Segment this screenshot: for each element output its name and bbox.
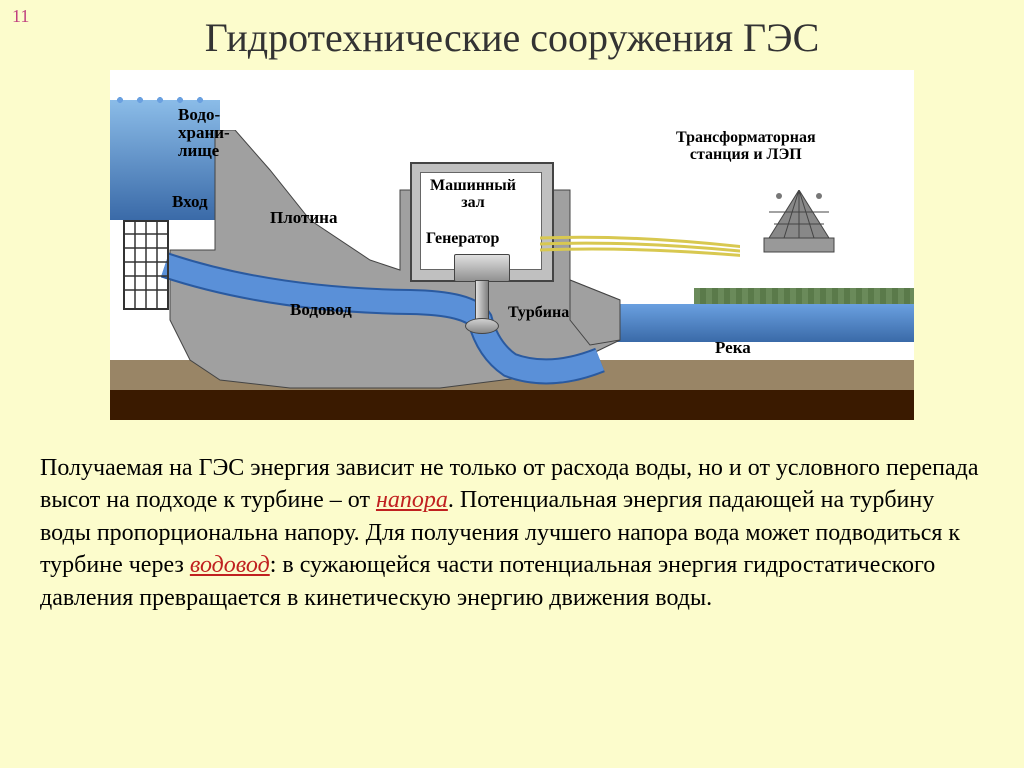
para-sent1c: .: [448, 487, 454, 513]
label-substation: Трансформаторная станция и ЛЭП: [676, 130, 816, 164]
generator: [454, 254, 510, 282]
label-inlet: Вход: [172, 192, 208, 212]
term-napor: напора: [376, 487, 448, 513]
label-turbine: Турбина: [508, 304, 569, 322]
power-cables: [540, 232, 740, 262]
label-machine-hall: Машинный зал: [430, 178, 516, 212]
page-title: Гидротехнические сооружения ГЭС: [0, 14, 1024, 61]
label-river: Река: [715, 338, 751, 358]
intake-grille: [123, 220, 169, 310]
substation: [754, 190, 844, 256]
label-reservoir: Водо- храни- лище: [178, 106, 230, 160]
term-vodovod: водовод: [190, 552, 270, 578]
body-paragraph: Получаемая на ГЭС энергия зависит не тол…: [40, 452, 984, 614]
label-generator: Генератор: [426, 230, 499, 248]
turbine: [465, 318, 499, 334]
diagram: Водо- храни- лище Вход Плотина Машинный …: [110, 70, 914, 420]
turbine-shaft: [475, 280, 489, 322]
label-penstock: Водовод: [290, 300, 352, 320]
label-dam: Плотина: [270, 208, 337, 228]
